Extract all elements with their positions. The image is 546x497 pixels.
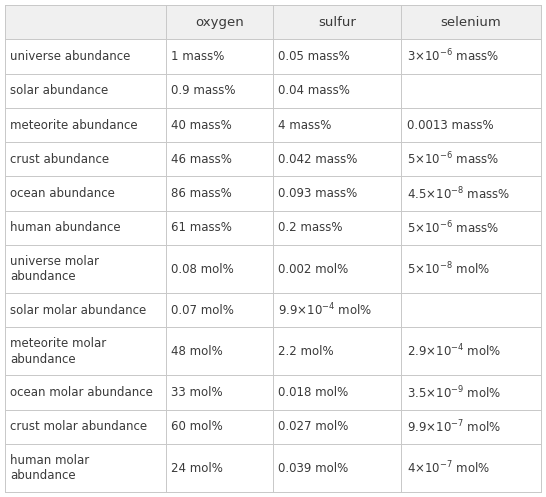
Text: 0.039 mol%: 0.039 mol% xyxy=(278,462,349,475)
Text: ocean molar abundance: ocean molar abundance xyxy=(10,386,153,399)
Text: human molar: human molar xyxy=(10,454,89,467)
Text: sulfur: sulfur xyxy=(318,15,356,29)
Text: 4 mass%: 4 mass% xyxy=(278,118,332,132)
Text: 9.9$\times$10$^{-4}$ mol%: 9.9$\times$10$^{-4}$ mol% xyxy=(278,302,373,319)
Text: selenium: selenium xyxy=(441,15,501,29)
Text: abundance: abundance xyxy=(10,469,75,482)
Text: 48 mol%: 48 mol% xyxy=(171,345,223,358)
Text: 0.0013 mass%: 0.0013 mass% xyxy=(407,118,494,132)
Text: 0.002 mol%: 0.002 mol% xyxy=(278,262,349,275)
Text: 0.018 mol%: 0.018 mol% xyxy=(278,386,349,399)
Text: 0.9 mass%: 0.9 mass% xyxy=(171,84,236,97)
Text: meteorite abundance: meteorite abundance xyxy=(10,118,138,132)
Text: crust molar abundance: crust molar abundance xyxy=(10,420,147,433)
Text: human abundance: human abundance xyxy=(10,222,121,235)
Text: 4.5$\times$10$^{-8}$ mass%: 4.5$\times$10$^{-8}$ mass% xyxy=(407,185,510,202)
Text: 0.08 mol%: 0.08 mol% xyxy=(171,262,234,275)
Text: 24 mol%: 24 mol% xyxy=(171,462,223,475)
Text: meteorite molar: meteorite molar xyxy=(10,337,106,350)
Text: 46 mass%: 46 mass% xyxy=(171,153,232,166)
Text: 60 mol%: 60 mol% xyxy=(171,420,223,433)
Text: 0.05 mass%: 0.05 mass% xyxy=(278,50,350,63)
Text: 5$\times$10$^{-6}$ mass%: 5$\times$10$^{-6}$ mass% xyxy=(407,220,499,236)
Text: 2.9$\times$10$^{-4}$ mol%: 2.9$\times$10$^{-4}$ mol% xyxy=(407,343,501,360)
Text: 40 mass%: 40 mass% xyxy=(171,118,232,132)
Text: solar molar abundance: solar molar abundance xyxy=(10,304,146,317)
Text: 86 mass%: 86 mass% xyxy=(171,187,232,200)
Text: 9.9$\times$10$^{-7}$ mol%: 9.9$\times$10$^{-7}$ mol% xyxy=(407,418,501,435)
Text: ocean abundance: ocean abundance xyxy=(10,187,115,200)
Text: 2.2 mol%: 2.2 mol% xyxy=(278,345,334,358)
Text: 5$\times$10$^{-6}$ mass%: 5$\times$10$^{-6}$ mass% xyxy=(407,151,499,167)
Text: 0.027 mol%: 0.027 mol% xyxy=(278,420,349,433)
Text: 0.04 mass%: 0.04 mass% xyxy=(278,84,351,97)
Text: 0.042 mass%: 0.042 mass% xyxy=(278,153,358,166)
Text: 61 mass%: 61 mass% xyxy=(171,222,232,235)
Text: 0.093 mass%: 0.093 mass% xyxy=(278,187,358,200)
Text: crust abundance: crust abundance xyxy=(10,153,109,166)
Text: 5$\times$10$^{-8}$ mol%: 5$\times$10$^{-8}$ mol% xyxy=(407,261,490,277)
Text: universe abundance: universe abundance xyxy=(10,50,130,63)
Text: 0.2 mass%: 0.2 mass% xyxy=(278,222,343,235)
Text: 3.5$\times$10$^{-9}$ mol%: 3.5$\times$10$^{-9}$ mol% xyxy=(407,384,501,401)
Text: 4$\times$10$^{-7}$ mol%: 4$\times$10$^{-7}$ mol% xyxy=(407,460,490,476)
Text: solar abundance: solar abundance xyxy=(10,84,108,97)
Text: 3$\times$10$^{-6}$ mass%: 3$\times$10$^{-6}$ mass% xyxy=(407,48,499,65)
Text: oxygen: oxygen xyxy=(195,15,244,29)
Text: 0.07 mol%: 0.07 mol% xyxy=(171,304,234,317)
Text: universe molar: universe molar xyxy=(10,255,99,268)
Bar xyxy=(5,5,541,39)
Text: abundance: abundance xyxy=(10,352,75,366)
Text: 1 mass%: 1 mass% xyxy=(171,50,225,63)
Text: abundance: abundance xyxy=(10,270,75,283)
Text: 33 mol%: 33 mol% xyxy=(171,386,223,399)
